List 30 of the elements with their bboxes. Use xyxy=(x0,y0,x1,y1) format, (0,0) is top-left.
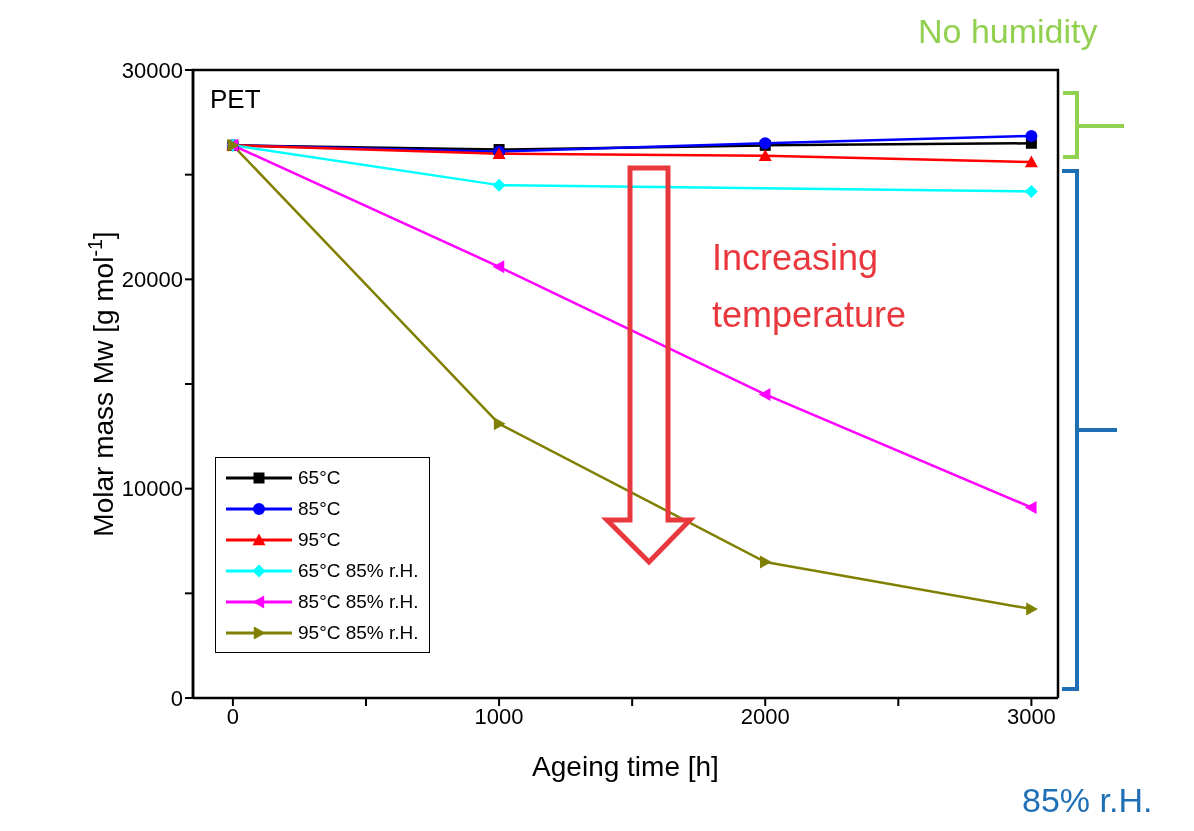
x-tick-label: 0 xyxy=(226,703,240,729)
point xyxy=(492,178,506,192)
legend-label: 65°C xyxy=(298,466,341,489)
point xyxy=(1024,501,1037,515)
x-tick-label: 1000 xyxy=(474,703,524,729)
legend-label: 65°C 85% r.H. xyxy=(298,559,419,582)
point xyxy=(760,555,772,569)
y-tick-label: 30000 xyxy=(121,57,183,83)
point xyxy=(1024,155,1038,168)
legend-label: 85°C 85% r.H. xyxy=(298,590,419,613)
text: No humidity xyxy=(918,12,1098,50)
y-tick-label: 20000 xyxy=(121,267,183,293)
x-tick-label: 3000 xyxy=(1006,703,1056,729)
legend-label: 95°C 85% r.H. xyxy=(298,621,419,644)
y-tick-label: 0 xyxy=(170,685,183,711)
y-tick-label: 10000 xyxy=(121,476,183,502)
x-tick-label: 2000 xyxy=(740,703,790,729)
point xyxy=(492,260,505,274)
annotation: PET xyxy=(210,84,261,114)
legend-label: 85°C xyxy=(298,497,341,520)
legend-label: 95°C xyxy=(298,528,341,551)
text: 85% r.H. xyxy=(1022,781,1153,819)
annotation: Increasing temperature xyxy=(712,237,907,335)
point xyxy=(758,149,772,162)
point xyxy=(493,417,506,431)
point xyxy=(758,387,771,401)
x-axis-title: Ageing time [h] xyxy=(532,751,719,782)
point xyxy=(1026,602,1038,616)
point xyxy=(1024,184,1038,198)
point xyxy=(1025,129,1038,142)
